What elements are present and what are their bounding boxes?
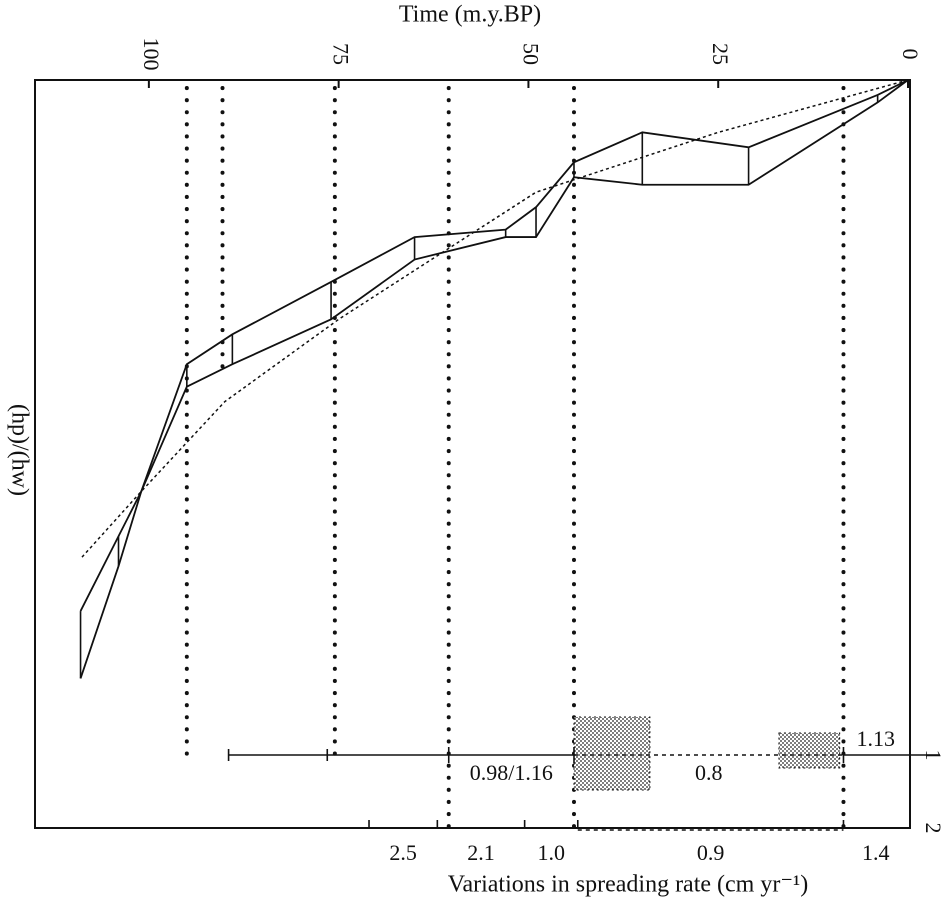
trend-line — [79, 79, 909, 560]
row-name: 1 — [921, 750, 941, 761]
stippled-box — [778, 732, 841, 769]
envelope-line — [79, 79, 909, 612]
x-tick-label: 25 — [708, 43, 733, 65]
rate-label: 1.4 — [862, 840, 890, 865]
rate-label: 0.9 — [697, 840, 725, 865]
row-name: 2 — [921, 823, 941, 834]
chart-title: Time (m.y.BP) — [399, 2, 541, 28]
rate-label: 1.0 — [537, 840, 565, 865]
x-tick-label: 50 — [518, 43, 543, 65]
rate-label: 0.8 — [695, 760, 723, 785]
rate-label: 2.5 — [389, 840, 417, 865]
envelope-line — [79, 79, 909, 679]
stippled-box — [573, 716, 651, 791]
rate-label: 2.1 — [467, 840, 495, 865]
rate-label: 1.13 — [856, 726, 895, 751]
x-tick-label: 100 — [139, 38, 164, 71]
frame — [34, 79, 911, 829]
rate-label: 0.98/1.16 — [470, 760, 553, 785]
x-tick-label: 0 — [898, 49, 923, 60]
x-tick-label: 75 — [329, 43, 354, 65]
x-axis-label: Variations in spreading rate (cm yr⁻¹) — [448, 872, 808, 898]
y-axis-label: (hp)/(hw) — [6, 404, 32, 496]
